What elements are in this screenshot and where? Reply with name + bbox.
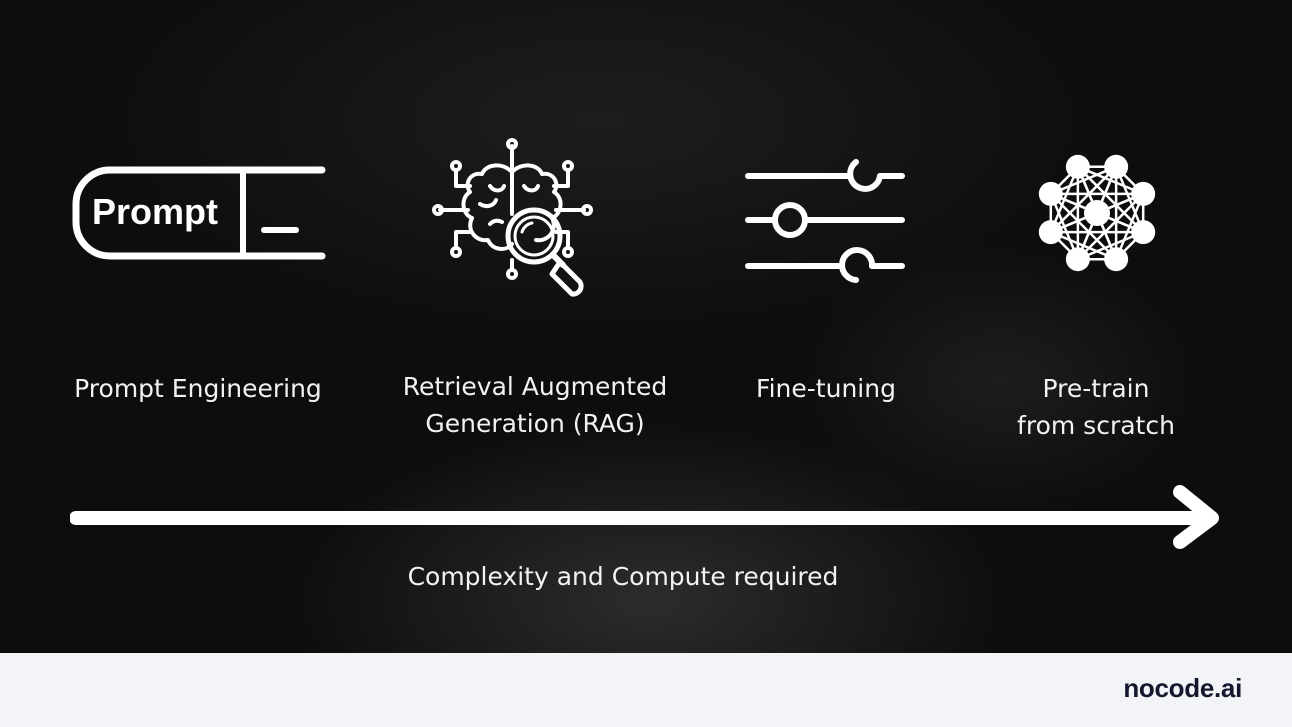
stage-label-line: from scratch [1017,411,1175,440]
stage-label-line: Prompt Engineering [74,374,322,403]
neural-network-icon [1038,154,1156,272]
prompt-input-icon: Prompt [72,166,326,260]
axis-caption: Complexity and Compute required [407,562,839,591]
network-edge [1049,192,1118,261]
stage-label-prompt-engineering: Prompt Engineering [60,370,336,407]
network-node [1065,247,1090,272]
stage-label-line: Generation (RAG) [425,409,645,438]
stage-label-rag: Retrieval Augmented Generation (RAG) [380,368,690,442]
stage-label-pretrain: Pre-train from scratch [996,370,1196,444]
network-node [1131,181,1156,206]
prompt-icon-text: Prompt [92,191,218,232]
stage-label-line: Retrieval Augmented [402,372,668,401]
sliders-icon [745,159,905,283]
network-node [1084,200,1110,226]
network-node [1065,154,1090,179]
network-node [1104,154,1129,179]
network-node [1038,220,1063,245]
footer: nocode.ai [0,653,1292,727]
stage-label-fine-tuning: Fine-tuning [726,370,926,407]
network-node [1131,220,1156,245]
diagram-canvas: Prompt [0,0,1292,653]
brand-logo: nocode.ai [1123,673,1242,703]
stage-label-line: Fine-tuning [756,374,896,403]
brain-magnifier-icon [432,138,593,297]
network-node [1104,247,1129,272]
network-node [1038,181,1063,206]
arrow-right-icon [70,485,1219,549]
stage-label-line: Pre-train [1042,374,1150,403]
